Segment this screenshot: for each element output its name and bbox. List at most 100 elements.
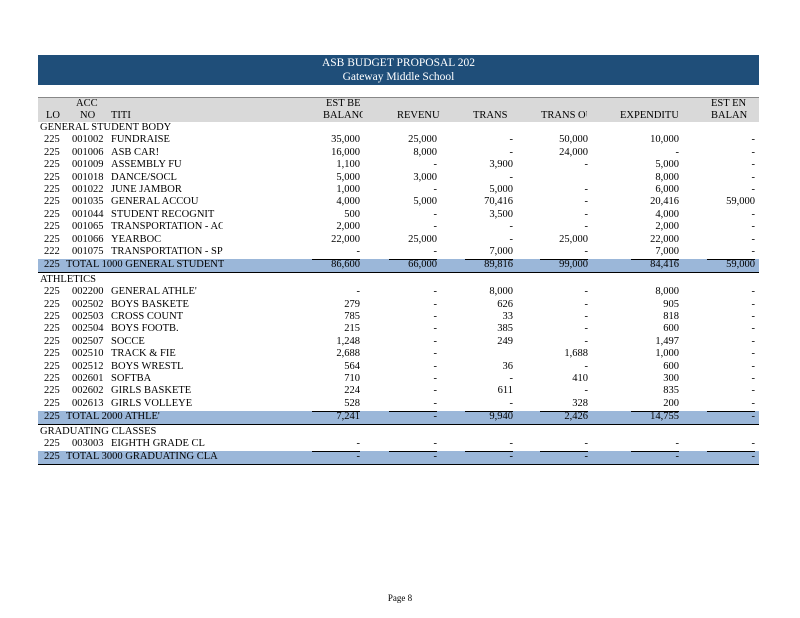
value-cell: -	[509, 233, 514, 245]
acct-cell: 002601	[72, 373, 104, 384]
table-row: 225 002602 GIRLS BASKETE 224 - 611 - 835 -	[38, 385, 759, 397]
loc-cell: 225	[44, 348, 60, 360]
value-cell: -	[584, 208, 589, 220]
value-cell: -	[584, 221, 589, 233]
value-cell: -	[751, 134, 756, 146]
total-value: 2,426	[564, 411, 588, 423]
sum-rule	[540, 411, 588, 413]
total-value: -	[356, 451, 361, 463]
total-value: -	[584, 451, 589, 463]
value-cell: 710	[344, 373, 360, 384]
value-cell: -	[509, 373, 514, 384]
value-cell: -	[751, 208, 756, 220]
total-value: 7,241	[336, 411, 360, 423]
title-cell: FUNDRAISE	[111, 134, 170, 146]
value-cell: 905	[663, 298, 679, 310]
loc-cell: 225	[44, 411, 60, 423]
value-cell: 10,000	[650, 134, 679, 146]
value-cell: -	[751, 146, 756, 158]
sum-rule	[389, 451, 437, 453]
value-cell: 500	[344, 208, 360, 220]
total-value: 9,940	[489, 411, 513, 423]
table-row: 225 001009 ASSEMBLY FU 1,100 - 3,900 - 5,000 -	[38, 159, 759, 171]
value-cell: -	[356, 246, 361, 257]
title-cell: GENERAL ACCOU	[111, 196, 199, 208]
sum-rule	[631, 411, 679, 413]
col-trans-out: TRANS OU	[541, 110, 587, 121]
value-cell: 2,000	[336, 221, 360, 233]
title-cell: GENERAL ATHLE'	[111, 286, 197, 298]
value-cell: 35,000	[331, 134, 360, 146]
table-row: 225 001065 TRANSPORTATION - ACTI 2,000 - - - 2,…	[38, 221, 759, 233]
loc-cell: 225	[44, 438, 60, 449]
col-est-beg: BALANC	[323, 110, 363, 121]
total-value: 99,000	[559, 259, 588, 271]
sum-rule	[540, 451, 588, 453]
total-value: 66,000	[408, 259, 437, 271]
value-cell: 50,000	[559, 134, 588, 146]
value-cell: 785	[344, 311, 360, 322]
col-est-beg-top: EST BE	[326, 98, 361, 109]
loc-cell: 225	[44, 397, 60, 409]
value-cell: 835	[663, 385, 679, 397]
acct-cell: 002510	[72, 348, 104, 360]
value-cell: -	[584, 311, 589, 322]
value-cell: 2,000	[655, 221, 679, 233]
acct-cell: 001075	[72, 246, 104, 257]
table-row: 225 001006 ASB CAR! 16,000 8,000 - 24,000 - -	[38, 147, 759, 159]
table-row: 225 002504 BOYS FOOTB. 215 - 385 - 600 -	[38, 323, 759, 335]
sum-rule	[465, 259, 513, 261]
value-cell: 249	[497, 335, 513, 347]
table-row: 225 001044 STUDENT RECOGNIT 500 - 3,500 - 4,000…	[38, 209, 759, 221]
value-cell: 1,000	[655, 348, 679, 360]
value-cell: -	[433, 348, 438, 360]
title-cell: EIGHTH GRADE CL	[111, 438, 205, 449]
acct-cell: 002503	[72, 311, 104, 322]
acct-cell: 002512	[72, 360, 104, 372]
value-cell: 1,497	[655, 335, 679, 347]
loc-cell: 225	[44, 360, 60, 372]
value-cell: 4,000	[655, 208, 679, 220]
value-cell: -	[433, 373, 438, 384]
table-row: 225 001022 JUNE JAMBOR 1,000 - 5,000 - 6,000 -	[38, 184, 759, 196]
loc-cell: 225	[44, 208, 60, 220]
table-row: 225 002507 SOCCE 1,248 - 249 - 1,497 -	[38, 336, 759, 348]
value-cell: 300	[663, 373, 679, 384]
acct-cell: 001018	[72, 171, 104, 183]
loc-cell: 225	[44, 311, 60, 322]
table-row: 225 001002 FUNDRAISE 35,000 25,000 - 50,000 10,…	[38, 134, 759, 146]
sum-rule	[707, 259, 755, 261]
sum-rule	[631, 451, 679, 453]
value-cell: -	[433, 323, 438, 335]
value-cell: -	[584, 159, 589, 171]
value-cell: 328	[572, 397, 588, 409]
col-acct: NO	[80, 110, 96, 121]
total-value: -	[433, 451, 438, 463]
title-cell: JUNE JAMBOR	[111, 184, 182, 195]
value-cell: -	[433, 360, 438, 372]
title-cell: ASSEMBLY FU	[111, 159, 182, 171]
total-label: TOTAL 1000 GENERAL STUDENT	[66, 259, 224, 271]
title-cell: DANCE/SOCL	[111, 171, 177, 183]
page-number: Page 8	[387, 593, 413, 603]
table-row: 225 002510 TRACK & FIE 2,688 - 1,688 1,000 -	[38, 348, 759, 360]
value-cell: -	[751, 171, 756, 183]
col-est-end: BALANC	[711, 110, 747, 121]
value-cell: -	[751, 323, 756, 335]
total-value: 14,755	[650, 411, 679, 423]
acct-cell: 001044	[72, 208, 104, 220]
total-value: 59,000	[726, 259, 755, 271]
value-cell: 3,000	[413, 171, 437, 183]
table-row: 225 003003 EIGHTH GRADE CL - - - - - -	[38, 438, 759, 450]
acct-cell: 001022	[72, 184, 104, 195]
total-value: -	[751, 451, 756, 463]
value-cell: -	[509, 221, 514, 233]
acct-cell: 001006	[72, 146, 104, 158]
title-cell: BOYS FOOTB.	[111, 323, 179, 335]
report-banner: ASB BUDGET PROPOSAL 202 Gateway Middle S…	[38, 55, 759, 85]
value-cell: 200	[663, 397, 679, 409]
loc-cell: 225	[44, 323, 60, 335]
acct-cell: 001002	[72, 134, 104, 146]
value-cell: -	[751, 385, 756, 397]
value-cell: 8,000	[655, 171, 679, 183]
